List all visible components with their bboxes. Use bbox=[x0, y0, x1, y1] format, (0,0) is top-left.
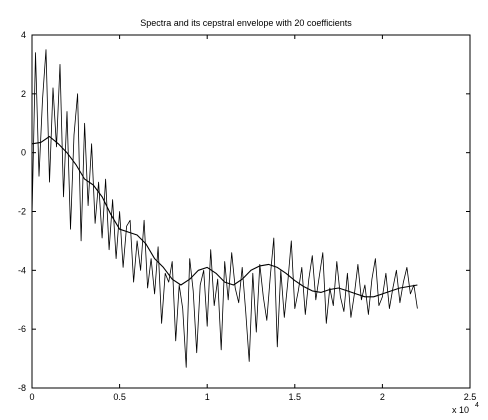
y-tick-label: -2 bbox=[18, 207, 26, 217]
chart-title: Spectra and its cepstral envelope with 2… bbox=[140, 18, 352, 28]
spectrum-line bbox=[31, 49, 418, 368]
y-tick-label: -6 bbox=[18, 324, 26, 334]
series-lines bbox=[31, 49, 418, 368]
y-tick-label: 2 bbox=[21, 89, 26, 99]
ticks: 0 0.5 1 1.5 2 2.5 -8 -6 -4 -2 0 2 4 bbox=[18, 30, 476, 402]
x-multiplier-label: x 10 bbox=[452, 405, 469, 415]
y-tick-label: -4 bbox=[18, 265, 26, 275]
x-tick-label: 2.5 bbox=[464, 392, 477, 402]
x-tick-label: 0.5 bbox=[113, 392, 126, 402]
x-tick-label: 1 bbox=[205, 392, 210, 402]
plot-frame bbox=[31, 34, 471, 389]
y-tick-label: -8 bbox=[18, 383, 26, 393]
x-tick-label: 0 bbox=[29, 392, 34, 402]
x-tick-label: 1.5 bbox=[289, 392, 302, 402]
x-tick-label: 2 bbox=[380, 392, 385, 402]
axes bbox=[31, 34, 471, 389]
cepstral-envelope-line bbox=[31, 135, 418, 298]
x-multiplier-exponent: 4 bbox=[475, 402, 479, 409]
y-tick-label: 0 bbox=[21, 148, 26, 158]
y-tick-label: 4 bbox=[21, 30, 26, 40]
